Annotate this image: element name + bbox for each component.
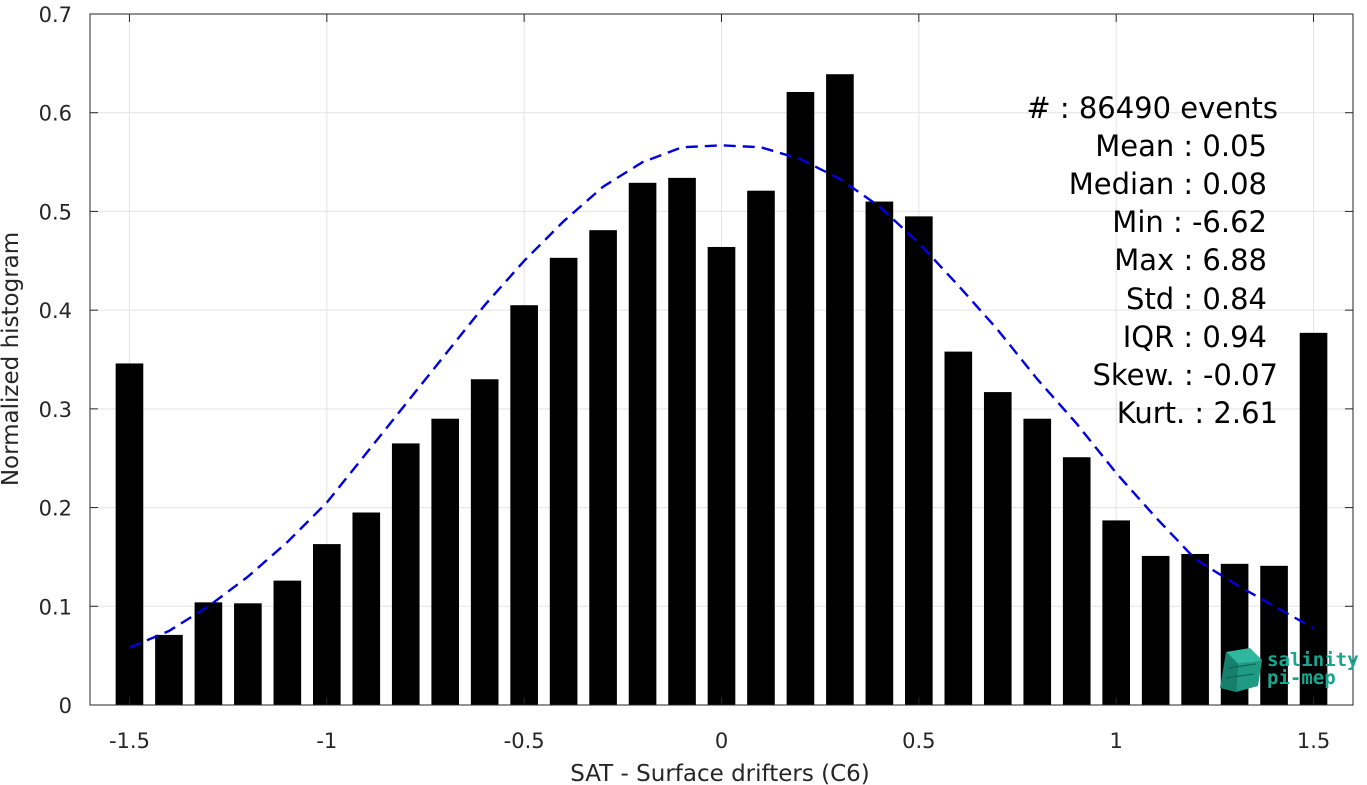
x-tick-label: 0	[715, 729, 728, 753]
histogram-bar	[1260, 565, 1288, 705]
histogram-bar	[155, 634, 183, 705]
histogram-bar	[628, 182, 657, 706]
histogram-bar	[1023, 418, 1052, 705]
stat-kurt: Kurt. : 2.61	[1117, 396, 1278, 430]
salinity-pimep-logo: salinity pi-mep	[1220, 648, 1359, 692]
histogram-bar	[115, 363, 144, 705]
y-tick-label: 0.3	[39, 398, 72, 422]
histogram-bar	[826, 74, 854, 706]
histogram-bar	[786, 91, 815, 706]
logo-text-line1: salinity	[1267, 649, 1359, 671]
histogram-bar	[1181, 553, 1209, 705]
stat-skew: Skew. : -0.07	[1092, 358, 1278, 392]
stat-count: # : 86490 events	[1026, 91, 1278, 125]
y-tick-label: 0.7	[39, 3, 72, 27]
histogram-bar	[273, 580, 302, 705]
histogram-bar	[747, 190, 775, 705]
normal-fit-curve	[129, 144, 1315, 649]
histogram-bar	[234, 603, 262, 705]
histogram-bar	[944, 351, 973, 705]
histogram-bar	[549, 257, 578, 705]
stat-min: Min : -6.62	[1112, 205, 1267, 239]
histogram-bar	[391, 443, 420, 705]
y-axis-ticks: 0 0.1 0.2 0.3 0.4 0.5 0.6 0.7	[39, 3, 1353, 718]
x-axis-ticks: -1.5 -1 -0.5 0 0.5 1 1.5	[109, 14, 1330, 753]
histogram-bar	[1299, 332, 1328, 705]
stat-mean: Mean : 0.05	[1095, 129, 1267, 163]
y-tick-label: 0.5	[39, 200, 72, 224]
histogram-bar	[668, 177, 696, 705]
histogram-bar	[865, 201, 894, 706]
histogram-bars	[115, 74, 1328, 706]
histogram-bar	[431, 418, 460, 705]
x-tick-label: 1.5	[1297, 729, 1330, 753]
y-tick-label: 0.2	[39, 497, 72, 521]
stat-max: Max : 6.88	[1114, 243, 1267, 277]
histogram-bar	[589, 230, 617, 706]
stat-iqr: IQR : 0.94	[1123, 320, 1267, 354]
histogram-bar	[352, 512, 381, 705]
stat-median: Median : 0.08	[1069, 167, 1267, 201]
logo-cube-icon	[1220, 648, 1262, 692]
x-tick-label: -0.5	[504, 729, 545, 753]
y-tick-label: 0.1	[39, 595, 72, 619]
x-tick-label: -1	[316, 729, 337, 753]
histogram-bar	[905, 216, 933, 705]
y-axis-label: Normalized histogram	[0, 232, 24, 486]
histogram-bar	[470, 379, 499, 705]
histogram-bar	[1141, 555, 1170, 705]
x-tick-label: 1	[1110, 729, 1123, 753]
histogram-bar	[983, 392, 1012, 705]
histogram-bar	[312, 544, 341, 705]
stats-box: # : 86490 events Mean : 0.05 Median : 0.…	[1026, 91, 1278, 430]
y-tick-label: 0.4	[39, 299, 72, 323]
x-tick-label: -1.5	[109, 729, 150, 753]
x-axis-label: SAT - Surface drifters (C6)	[570, 761, 870, 785]
stat-std: Std : 0.84	[1126, 282, 1267, 316]
histogram-bar	[194, 602, 223, 705]
x-tick-label: 0.5	[902, 729, 935, 753]
y-tick-label: 0.6	[39, 102, 72, 126]
histogram-bar	[1062, 457, 1091, 705]
histogram-bar	[1102, 520, 1131, 705]
histogram-bar	[510, 305, 538, 705]
logo-text-line2: pi-mep	[1267, 667, 1336, 689]
y-tick-label: 0	[59, 694, 72, 718]
histogram-bar	[707, 246, 736, 706]
